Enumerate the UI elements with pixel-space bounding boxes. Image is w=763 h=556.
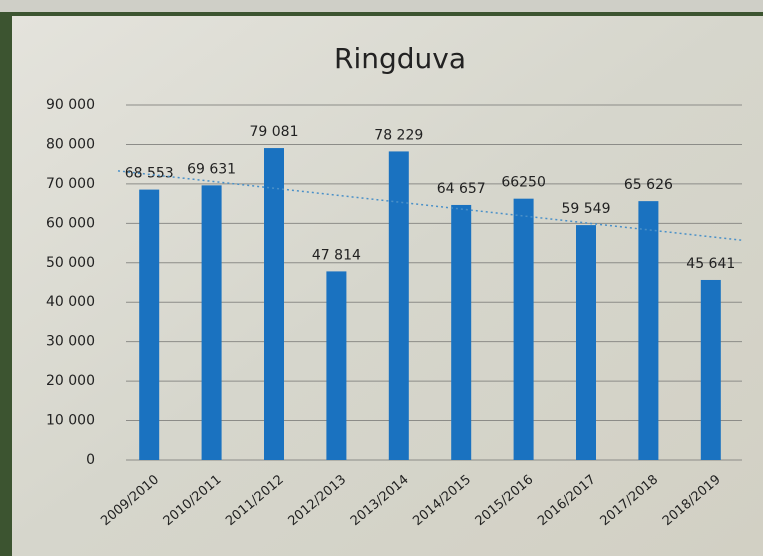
data-label: 69 631 (187, 161, 236, 177)
y-tick-label: 80 000 (46, 136, 95, 152)
chart-title: Ringduva (334, 42, 466, 75)
y-tick-label: 60 000 (46, 215, 95, 231)
y-tick-label: 90 000 (46, 97, 95, 113)
y-tick-label: 0 (86, 452, 95, 468)
y-tick-label: 40 000 (46, 294, 95, 310)
bar (326, 271, 347, 460)
y-tick-label: 50 000 (46, 255, 95, 271)
data-label: 45 641 (686, 256, 735, 272)
data-label: 64 657 (437, 181, 486, 197)
data-label: 68 553 (125, 166, 174, 182)
y-tick-label: 70 000 (46, 176, 95, 192)
bar (700, 279, 721, 460)
bar (513, 198, 534, 461)
bar (451, 204, 472, 460)
bar (264, 148, 284, 460)
bar (201, 185, 222, 460)
bar (388, 151, 409, 460)
data-label: 65 626 (624, 177, 673, 193)
y-tick-label: 20 000 (46, 373, 95, 389)
bar (638, 201, 659, 460)
bar (576, 225, 596, 460)
top-strip (0, 0, 763, 12)
data-label: 59 549 (562, 201, 611, 217)
data-label: 79 081 (250, 124, 299, 140)
y-tick-label: 30 000 (46, 334, 95, 350)
bar (139, 189, 160, 460)
data-label: 78 229 (374, 127, 423, 143)
data-label: 66250 (501, 175, 546, 191)
chart-panel (12, 16, 763, 556)
data-label: 47 814 (312, 247, 361, 263)
y-tick-label: 10 000 (46, 413, 95, 429)
